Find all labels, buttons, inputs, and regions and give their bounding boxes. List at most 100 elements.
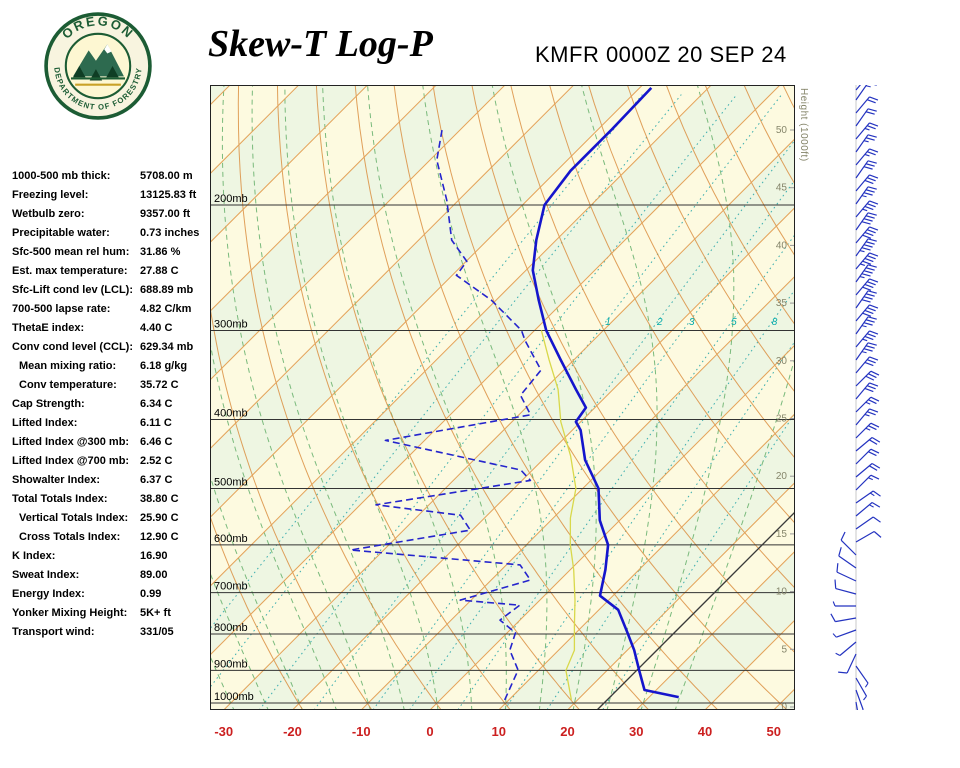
wetbulb-trace [540,330,577,701]
svg-text:1000mb: 1000mb [214,691,254,703]
index-row: Showalter Index: 6.37 C [12,470,214,489]
svg-text:5: 5 [781,644,787,655]
index-row: K Index: 16.90 [12,546,214,565]
index-label: Conv temperature: [19,378,117,391]
index-value: 0.73 inches [140,226,200,239]
plot-area [210,85,795,710]
index-row: 700-500 lapse rate: 4.82 C/km [12,299,214,318]
station-time-label: KMFR 0000Z 20 SEP 24 [535,42,787,67]
index-label: Energy Index: [12,587,85,600]
index-value: 13125.83 ft [140,188,197,201]
svg-text:8: 8 [772,317,778,328]
odf-logo: OREGON DEPARTMENT OF FORESTRY [44,12,152,120]
index-value: 31.86 % [140,245,181,258]
index-value: 25.90 C [140,511,179,524]
svg-text:-10: -10 [352,724,371,739]
index-row: 1000-500 mb thick: 5708.00 m [12,166,214,185]
index-label: 1000-500 mb thick: [12,169,111,182]
svg-text:2: 2 [656,317,663,328]
index-value: 688.89 mb [140,283,194,296]
index-row: Sfc-Lift cond lev (LCL): 688.89 mb [12,280,214,299]
index-label: Sweat Index: [12,568,80,581]
dry-adiabats [210,85,795,710]
indices-panel: 1000-500 mb thick: 5708.00 m Freezing leve… [12,166,214,641]
index-label: 700-500 lapse rate: [12,302,111,315]
svg-text:5: 5 [731,317,737,328]
index-row: Yonker Mixing Height: 5K+ ft [12,603,214,622]
index-row: Total Totals Index: 38.80 C [12,489,214,508]
index-row: Vertical Totals Index: 25.90 C [12,508,214,527]
index-value: 6.46 C [140,435,173,448]
index-value: 38.80 C [140,492,179,505]
svg-text:3: 3 [689,317,695,328]
index-row: Cross Totals Index: 12.90 C [12,527,214,546]
index-value: 6.37 C [140,473,173,486]
index-label: K Index: [12,549,56,562]
index-label: Vertical Totals Index: [19,511,129,524]
index-label: Lifted Index @700 mb: [12,454,130,467]
index-value: 16.90 [140,549,168,562]
index-row: Lifted Index @300 mb: 6.46 C [12,432,214,451]
mixing-ratio-labels: 1 2 3 5 8 [605,317,778,328]
index-value: 35.72 C [140,378,179,391]
svg-text:900mb: 900mb [214,658,248,670]
svg-text:700mb: 700mb [214,581,248,593]
index-row: Wetbulb zero: 9357.00 ft [12,204,214,223]
svg-text:600mb: 600mb [214,533,248,545]
index-label: Showalter Index: [12,473,101,486]
svg-text:0: 0 [426,724,433,739]
svg-text:25: 25 [776,414,788,425]
index-value: 6.11 C [140,416,172,429]
index-label: Transport wind: [12,625,95,638]
svg-text:300mb: 300mb [214,318,248,330]
svg-text:15: 15 [776,529,788,540]
dewpoint-trace [349,129,542,701]
x-axis-labels: -30 -20 -10 0 10 20 30 40 50 [214,724,781,739]
svg-text:20: 20 [776,471,788,482]
index-row: Lifted Index: 6.11 C [12,413,214,432]
temperature-trace [531,87,679,699]
index-value: 6.34 C [140,397,173,410]
index-row: Cap Strength: 6.34 C [12,394,214,413]
svg-text:500mb: 500mb [214,477,248,489]
index-row: Sfc-500 mean rel hum: 31.86 % [12,242,214,261]
pressure-lines [210,204,795,704]
svg-text:200mb: 200mb [214,193,248,205]
index-label: Cap Strength: [12,397,85,410]
index-row: Lifted Index @700 mb: 2.52 C [12,451,214,470]
index-value: 5708.00 m [140,169,193,182]
wind-barbs [830,85,882,710]
index-value: 89.00 [140,568,168,581]
svg-text:30: 30 [776,356,788,367]
index-label: Lifted Index @300 mb: [12,435,130,448]
index-value: 12.90 C [140,530,179,543]
wind-barb-column [830,85,882,710]
svg-text:30: 30 [629,724,643,739]
index-label: Yonker Mixing Height: [12,606,128,619]
index-label: Sfc-500 mean rel hum: [12,245,130,258]
svg-text:50: 50 [776,125,788,136]
index-label: ThetaE index: [12,321,85,334]
index-label: Cross Totals Index: [19,530,121,543]
index-row: Conv temperature: 35.72 C [12,375,214,394]
index-value: 5K+ ft [140,606,171,619]
svg-text:400mb: 400mb [214,407,248,419]
logo-art [71,44,125,86]
index-value: 2.52 C [140,454,173,467]
index-row: Precipitable water: 0.73 inches [12,223,214,242]
index-value: 331/05 [140,625,174,638]
pressure-labels: 200mb 300mb 400mb 500mb 600mb 700mb 800mb 900mb… [214,193,254,703]
index-label: Est. max temperature: [12,264,128,277]
index-value: 4.82 C/km [140,302,192,315]
svg-text:35: 35 [776,298,788,309]
index-value: 629.34 mb [140,340,194,353]
index-value: 0.99 [140,587,162,600]
index-row: Est. max temperature: 27.88 C [12,261,214,280]
index-label: Wetbulb zero: [12,207,85,220]
index-value: 9357.00 ft [140,207,191,220]
svg-text:0: 0 [781,702,787,713]
index-row: Transport wind: 331/05 [12,622,214,641]
svg-text:10: 10 [492,724,506,739]
svg-text:40: 40 [776,240,788,251]
